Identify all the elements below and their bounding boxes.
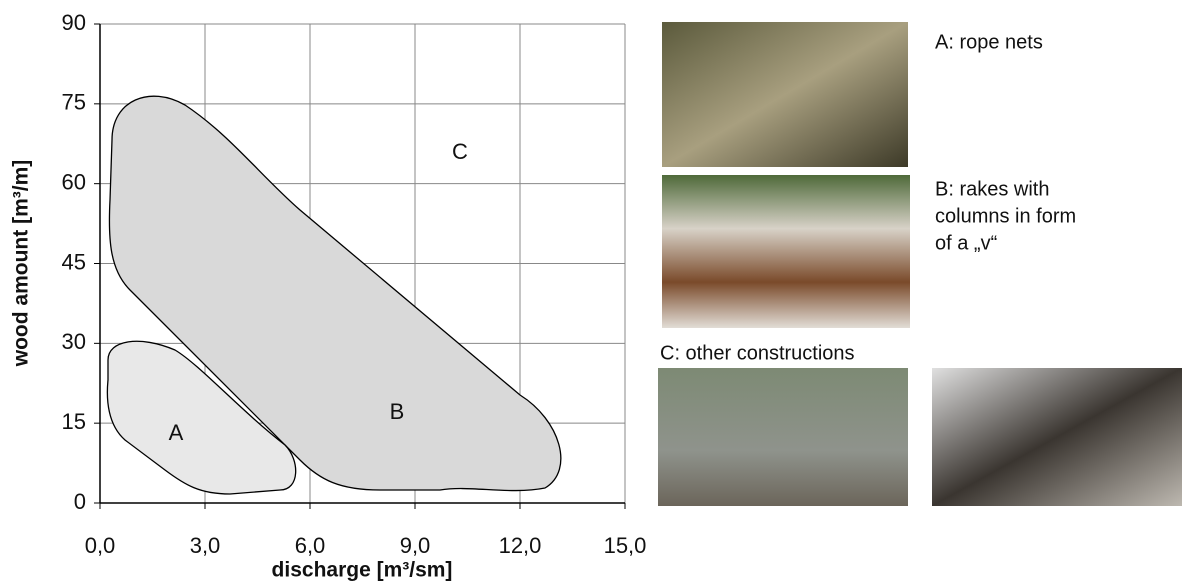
x-tick-label: 0,0	[85, 533, 116, 558]
photo-other-2	[932, 368, 1182, 506]
photo-rope-nets	[662, 22, 908, 167]
x-axis-title: discharge [m³/sm]	[272, 559, 453, 582]
caption: B: rakes with	[935, 178, 1049, 200]
figure: 01530456075900,03,06,09,012,015,0 A B C …	[0, 0, 1184, 582]
caption: of a „v“	[935, 232, 997, 254]
region-label: B	[390, 399, 405, 424]
y-tick-label: 90	[62, 10, 86, 35]
caption: A: rope nets	[935, 31, 1043, 53]
region-label: A	[169, 420, 184, 445]
page: {"chart_data": {"type": "region", "xlabe…	[0, 0, 1184, 582]
x-tick-label: 15,0	[604, 533, 647, 558]
photo-other-1	[658, 368, 908, 506]
photo-rakes	[662, 175, 910, 328]
y-tick-label: 0	[74, 489, 86, 514]
y-tick-label: 75	[62, 90, 86, 115]
y-axis-title: wood amount [m³/m]	[10, 160, 33, 367]
x-tick-label: 3,0	[190, 533, 221, 558]
x-tick-label: 12,0	[499, 533, 542, 558]
caption: C: other constructions	[660, 342, 855, 364]
y-tick-label: 45	[62, 249, 86, 274]
y-tick-label: 30	[62, 329, 86, 354]
y-tick-label: 60	[62, 169, 86, 194]
y-tick-label: 15	[62, 409, 86, 434]
x-tick-label: 9,0	[400, 533, 431, 558]
x-tick-label: 6,0	[295, 533, 326, 558]
caption: columns in form	[935, 205, 1076, 227]
region-label: C	[452, 139, 468, 164]
